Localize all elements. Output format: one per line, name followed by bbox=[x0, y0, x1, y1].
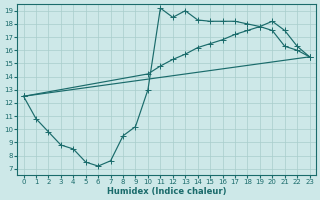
X-axis label: Humidex (Indice chaleur): Humidex (Indice chaleur) bbox=[107, 187, 226, 196]
